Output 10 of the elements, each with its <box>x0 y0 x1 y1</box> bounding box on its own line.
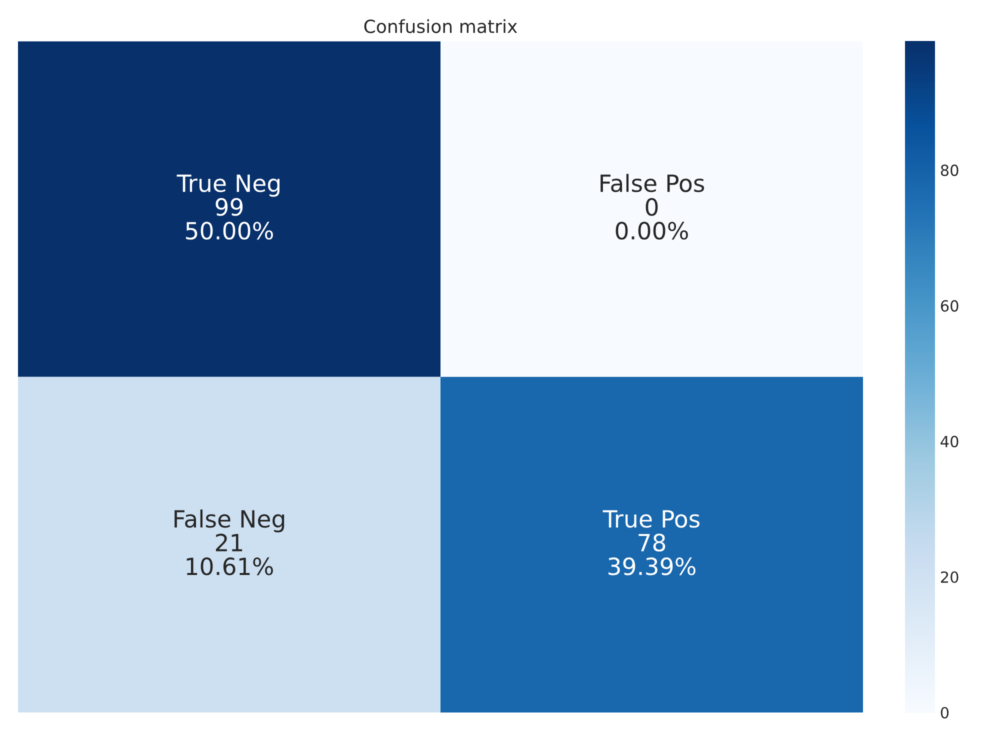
data-label: True Neg 99 50.00% <box>176 174 280 240</box>
color-bar-label: 40 <box>940 436 958 448</box>
chart-title: Confusion matrix <box>364 19 518 34</box>
color-bar-label: 60 <box>940 300 958 312</box>
color-bar-label: 20 <box>940 571 958 583</box>
data-label: False Neg 21 10.61% <box>174 510 284 576</box>
color-bar-label: 0 <box>940 706 949 719</box>
color-bar-label: 80 <box>940 164 958 176</box>
data-label: False Pos 0 0.00% <box>600 174 704 240</box>
data-label: True Pos 78 39.39% <box>602 510 700 576</box>
